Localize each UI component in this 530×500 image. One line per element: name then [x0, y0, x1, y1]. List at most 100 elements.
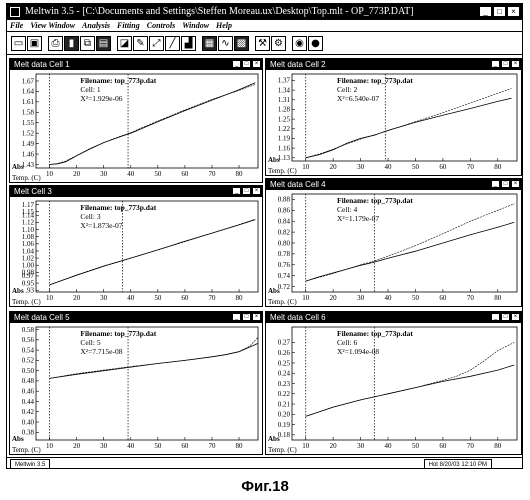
window-title-bar[interactable]: Melt data Cell 6 _□×: [266, 312, 521, 323]
x-tick-label: 50: [154, 170, 162, 178]
window-maximize-button[interactable]: □: [501, 313, 510, 321]
menu-help[interactable]: Help: [216, 20, 232, 31]
cd-icon[interactable]: ◉: [292, 36, 307, 51]
window-minimize-button[interactable]: _: [491, 180, 500, 188]
window-title: Melt data Cell 2: [270, 60, 326, 69]
edit-icon[interactable]: ✎: [133, 36, 148, 51]
window-minimize-button[interactable]: _: [232, 60, 241, 68]
print-icon[interactable]: ⎙: [48, 36, 63, 51]
y-tick-label: 0.42: [22, 408, 35, 416]
chart-cell-2: 1.131.161.191.221.251.281.311.341.371020…: [266, 70, 521, 175]
x-tick-label: 50: [412, 442, 420, 450]
melt-icon[interactable]: ▮: [64, 36, 79, 51]
x-tick-label: 40: [385, 442, 393, 450]
window-title-bar[interactable]: Melt data Cell 1 _□×: [10, 59, 262, 70]
window-title-bar[interactable]: Melt data Cell 4 _□×: [266, 179, 521, 190]
window-close-button[interactable]: ×: [511, 313, 520, 321]
y-tick-label: 1.52: [22, 129, 35, 137]
table-icon[interactable]: ▦: [202, 36, 217, 51]
melt-window-cell-3[interactable]: Melt Cell 3 _□× .930.950.970.981.001.021…: [9, 185, 263, 307]
window-maximize-button[interactable]: □: [501, 60, 510, 68]
app-icon: [10, 7, 20, 17]
melt-window-cell-1[interactable]: Melt data Cell 1 _□× 1.431.461.491.521.5…: [9, 58, 263, 183]
window-maximize-button[interactable]: □: [242, 187, 251, 195]
x-axis-label: Temp. (C): [268, 298, 297, 306]
filename-label: Filename: top_773p.dat: [80, 329, 156, 338]
menu-file[interactable]: File: [10, 20, 23, 31]
x-tick-label: 70: [208, 442, 216, 450]
y-tick-label: 0.40: [22, 418, 35, 426]
menu-fitting[interactable]: Fitting: [117, 20, 140, 31]
window-close-button[interactable]: ×: [252, 60, 261, 68]
x-tick-label: 40: [127, 442, 135, 450]
window-maximize-button[interactable]: □: [242, 313, 251, 321]
window-minimize-button[interactable]: _: [232, 313, 241, 321]
x-tick-label: 50: [154, 294, 162, 302]
melt-window-cell-5[interactable]: Melt data Cell 5 _□× 0.380.400.420.440.4…: [9, 311, 263, 455]
plot-icon[interactable]: ◪: [117, 36, 132, 51]
window-close-button[interactable]: ×: [511, 180, 520, 188]
x-tick-label: 30: [357, 442, 365, 450]
plot-area: [36, 74, 258, 168]
open-icon[interactable]: ▭: [11, 36, 26, 51]
y-tick-label: 0.25: [278, 359, 291, 367]
window-minimize-button[interactable]: _: [491, 313, 500, 321]
melt-window-cell-6[interactable]: Melt data Cell 6 _□× 0.180.190.200.210.2…: [265, 311, 522, 455]
window-close-button[interactable]: ×: [252, 313, 261, 321]
copy-icon[interactable]: ⧉: [80, 36, 95, 51]
curve-icon[interactable]: ∿: [218, 36, 233, 51]
y-tick-label: 0.52: [22, 357, 35, 365]
window-maximize-button[interactable]: □: [501, 180, 510, 188]
x-tick-label: 10: [302, 442, 310, 450]
y-tick-label: 1.15: [22, 208, 35, 216]
plot-area: [36, 201, 258, 292]
x-tick-label: 60: [181, 442, 189, 450]
close-button[interactable]: ×: [507, 6, 520, 17]
y-tick-label: 0.21: [278, 400, 291, 408]
zoom-icon[interactable]: ⤢: [149, 36, 164, 51]
window-title-bar[interactable]: Melt Cell 3 _□×: [10, 186, 262, 197]
y-tick-label: 0.46: [22, 388, 35, 396]
window-title: Melt Cell 3: [14, 187, 52, 196]
x-tick-label: 40: [127, 294, 135, 302]
melt-window-cell-4[interactable]: Melt data Cell 4 _□× 0.720.740.760.780.8…: [265, 178, 522, 307]
melt-window-cell-2[interactable]: Melt data Cell 2 _□× 1.131.161.191.221.2…: [265, 58, 522, 176]
menu-analysis[interactable]: Analysis: [82, 20, 110, 31]
fit-icon[interactable]: ╱: [165, 36, 180, 51]
menu-view-window[interactable]: View Window: [30, 20, 75, 31]
window-title-bar[interactable]: Melt data Cell 5 _□×: [10, 312, 262, 323]
x-tick-label: 70: [467, 442, 475, 450]
minimize-button[interactable]: _: [479, 6, 492, 17]
save-icon[interactable]: ▣: [27, 36, 42, 51]
x-axis-label: Temp. (C): [268, 167, 297, 175]
window-minimize-button[interactable]: _: [491, 60, 500, 68]
plot-area: [292, 74, 517, 161]
gear-icon[interactable]: ⚙: [271, 36, 286, 51]
window-maximize-button[interactable]: □: [242, 60, 251, 68]
chart-icon[interactable]: ▟: [181, 36, 196, 51]
cell-label: Cell: 2: [337, 85, 357, 94]
x-tick-label: 10: [46, 294, 54, 302]
window-title-bar[interactable]: Melt data Cell 2 _□×: [266, 59, 521, 70]
y-tick-label: 0.74: [278, 272, 291, 280]
x-tick-label: 60: [439, 163, 447, 171]
paste-icon[interactable]: ▤: [96, 36, 111, 51]
window-minimize-button[interactable]: _: [232, 187, 241, 195]
x-tick-label: 30: [357, 294, 365, 302]
data-curve: [306, 222, 515, 281]
window-close-button[interactable]: ×: [252, 187, 261, 195]
window-close-button[interactable]: ×: [511, 60, 520, 68]
wave-icon[interactable]: ▩: [234, 36, 249, 51]
x-tick-label: 60: [439, 442, 447, 450]
menu-window[interactable]: Window: [182, 20, 209, 31]
y-tick-label: 1.25: [278, 115, 291, 123]
record-icon[interactable]: ●: [308, 36, 323, 51]
chart-cell-1: 1.431.461.491.521.551.581.611.641.671020…: [10, 70, 262, 182]
menu-controls[interactable]: Controls: [147, 20, 175, 31]
x-tick-label: 60: [181, 170, 189, 178]
x-axis-label: Temp. (C): [12, 174, 41, 182]
tools-icon[interactable]: ⚒: [255, 36, 270, 51]
maximize-button[interactable]: □: [493, 6, 506, 17]
title-bar[interactable]: Meltwin 3.5 - [C:\Documents and Settings…: [7, 4, 522, 20]
y-tick-label: 0.44: [22, 398, 35, 406]
